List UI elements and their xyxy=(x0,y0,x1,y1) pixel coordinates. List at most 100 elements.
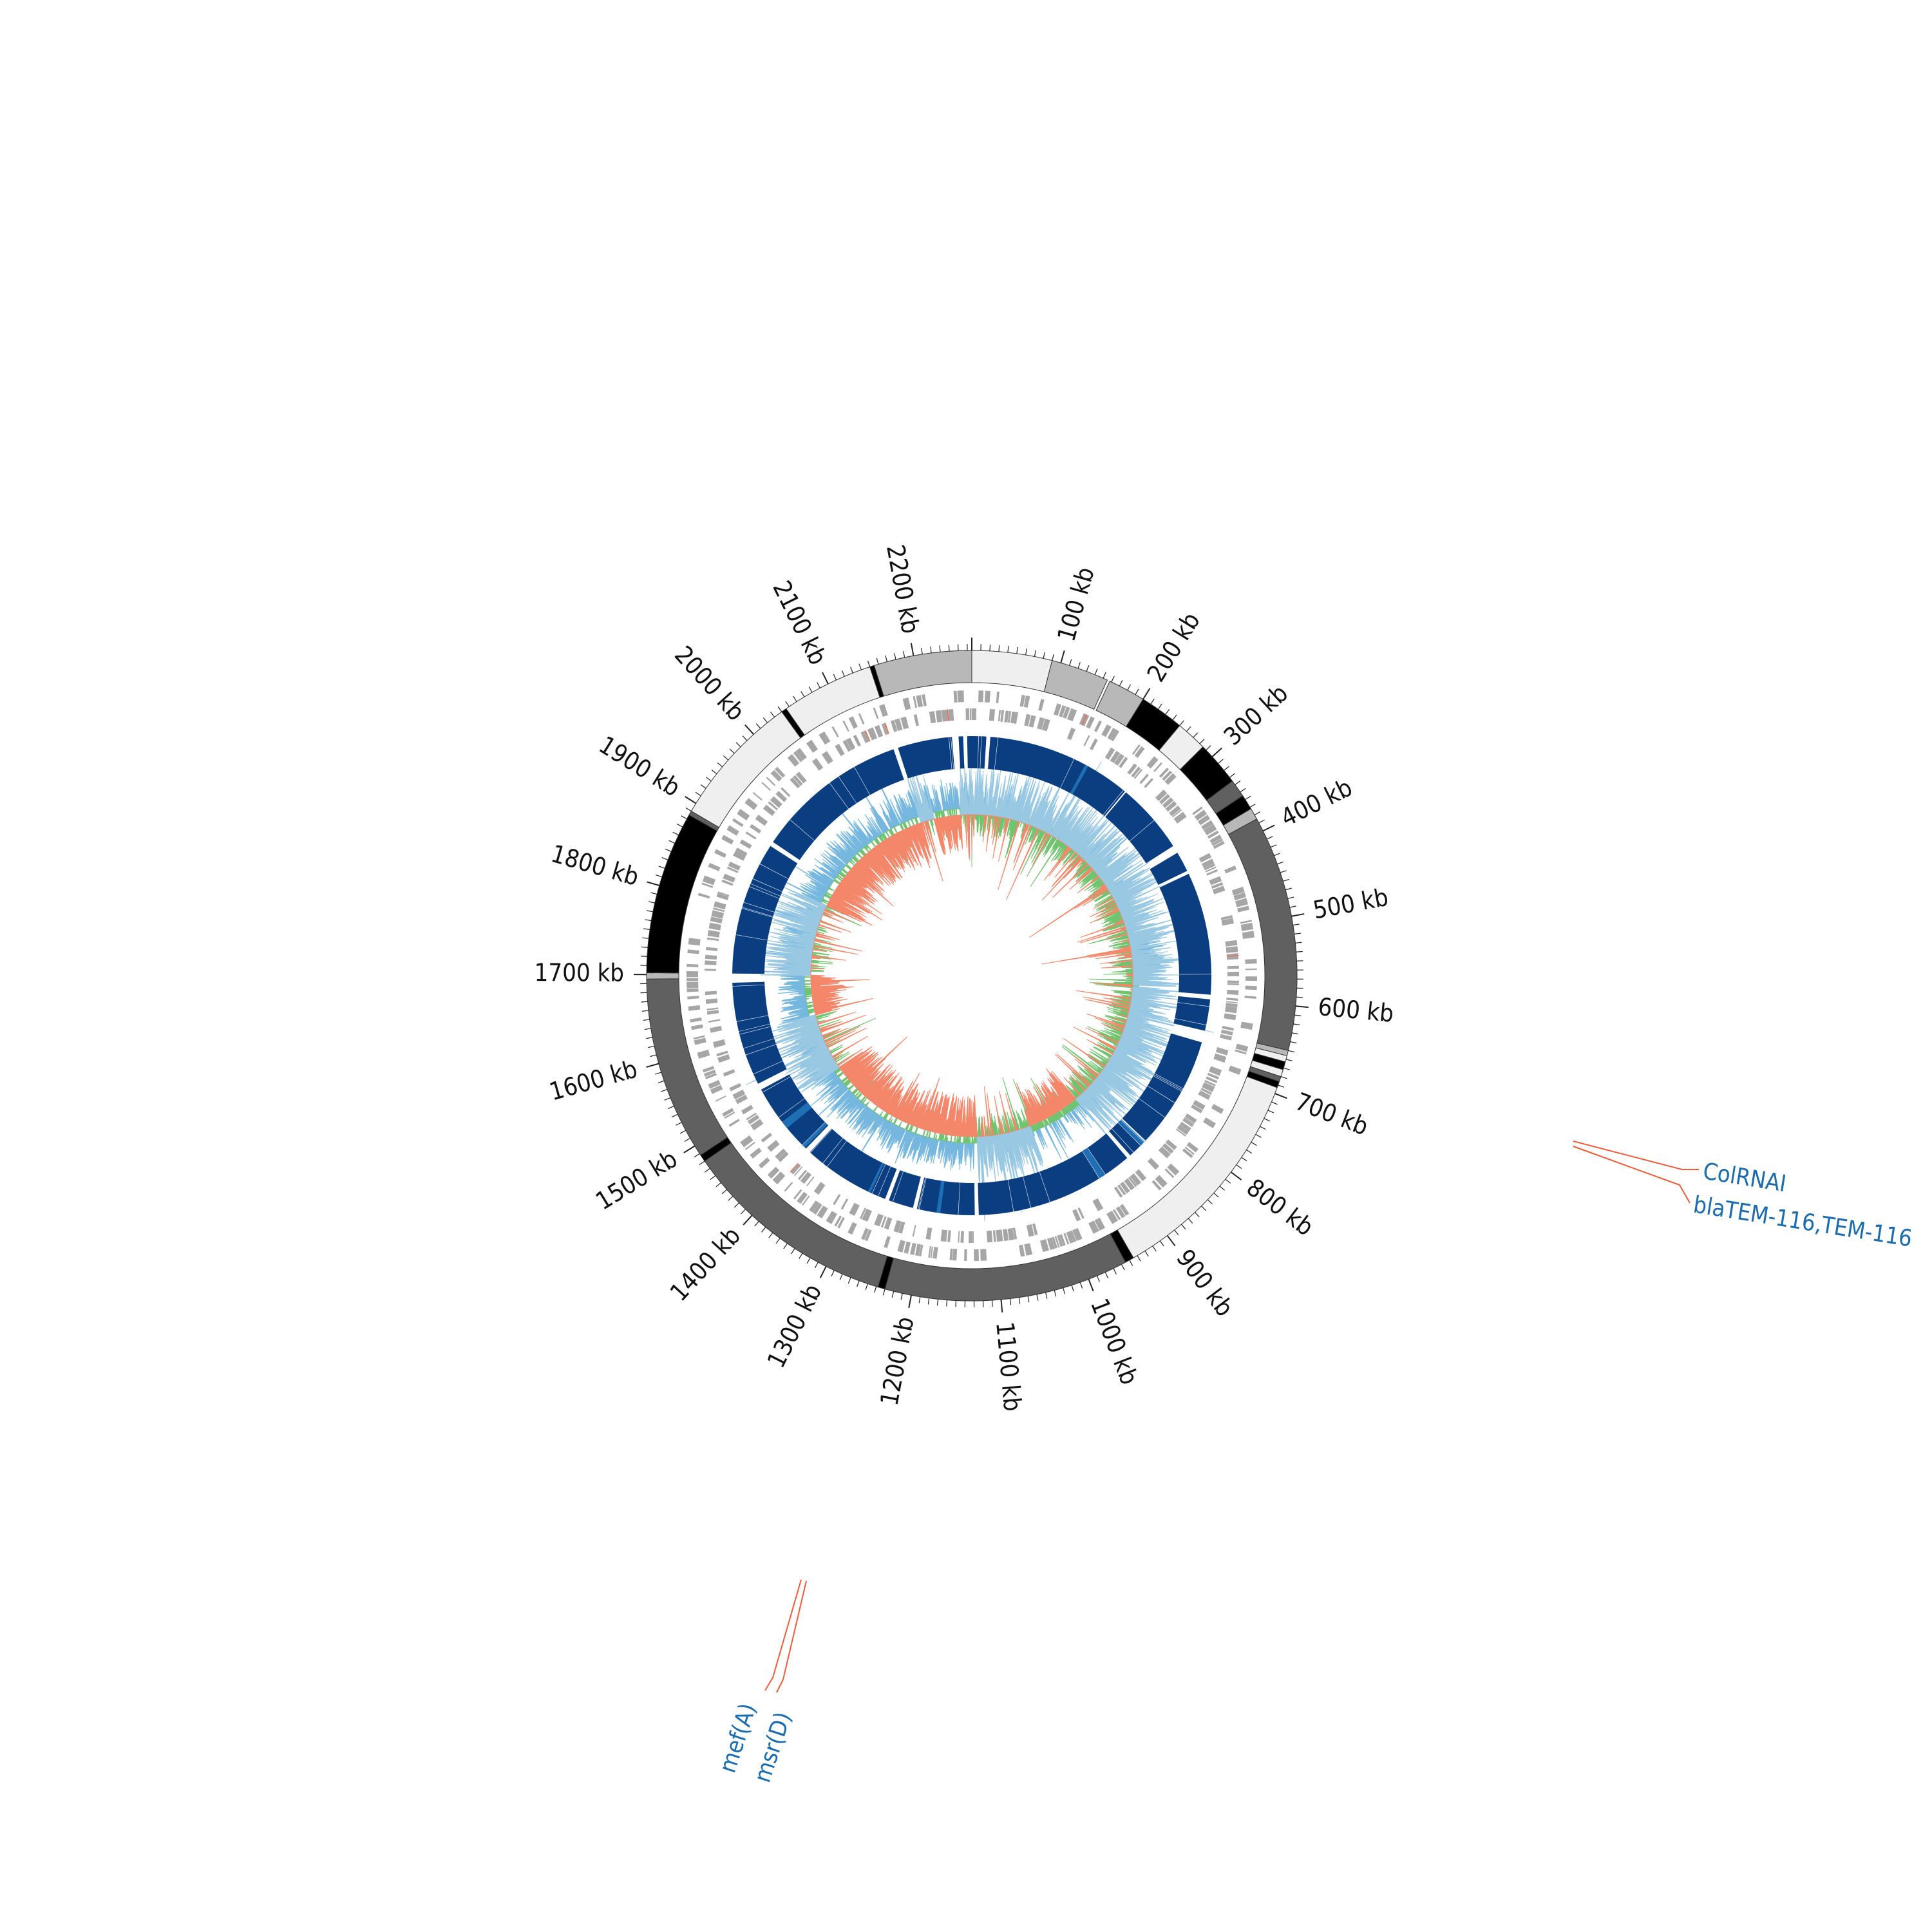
minor-tick xyxy=(640,992,647,994)
cds-feature xyxy=(687,978,699,981)
cds-feature xyxy=(1107,728,1117,741)
cds-feature xyxy=(793,1189,802,1200)
minor-tick xyxy=(1283,1067,1290,1070)
minor-tick xyxy=(715,1182,721,1188)
minor-tick xyxy=(1179,720,1184,726)
major-tick xyxy=(1262,824,1275,832)
contig-segment xyxy=(786,666,880,736)
blast-hit-break xyxy=(753,1061,783,1075)
cds-feature xyxy=(1159,793,1170,804)
blast-hit-break xyxy=(1039,1171,1050,1202)
blast-hit-break xyxy=(948,737,952,770)
minor-tick xyxy=(755,723,761,729)
cds-feature xyxy=(726,825,739,836)
minor-tick xyxy=(1181,1224,1186,1230)
cds-feature xyxy=(821,751,833,764)
blast-hit-break xyxy=(745,1044,777,1056)
minor-tick xyxy=(799,1253,803,1259)
cds-feature xyxy=(940,1229,948,1242)
blast-hit-break xyxy=(1121,1119,1144,1142)
cds-feature xyxy=(710,1025,723,1033)
blast-hit-break xyxy=(822,1138,844,1164)
cds-feature xyxy=(721,835,734,845)
blast-hit-break xyxy=(958,1182,960,1215)
blast-hit xyxy=(773,749,904,860)
minor-tick xyxy=(695,791,701,797)
minor-tick xyxy=(1296,996,1303,998)
cds-feature xyxy=(1225,1006,1238,1014)
blast-hit xyxy=(1159,873,1211,995)
blast-hit xyxy=(916,1177,975,1215)
minor-tick xyxy=(1240,788,1246,793)
tick-label: 1900 kb xyxy=(594,730,685,802)
cds-feature xyxy=(853,734,861,747)
tick-label: 100 kb xyxy=(1052,564,1100,645)
cds-feature xyxy=(702,875,716,886)
minor-tick xyxy=(770,712,775,717)
minor-tick xyxy=(858,663,862,670)
cds-feature xyxy=(1115,1206,1126,1218)
minor-tick xyxy=(1278,1084,1285,1088)
tick-label: 1600 kb xyxy=(546,1054,640,1106)
minor-tick xyxy=(808,687,813,693)
blast-hit xyxy=(732,981,787,1084)
cds-feature xyxy=(761,782,772,791)
blast-hit-break xyxy=(810,1128,833,1153)
cds-feature xyxy=(1146,756,1159,769)
cds-feature xyxy=(1066,727,1076,741)
blast-hit-partial xyxy=(802,1122,828,1148)
cds-feature xyxy=(1240,922,1254,931)
cds-feature xyxy=(706,1010,719,1015)
blast-hit xyxy=(898,737,955,779)
cds-feature xyxy=(1111,730,1119,742)
minor-tick xyxy=(839,1274,843,1280)
minor-tick xyxy=(927,1298,930,1305)
minor-tick xyxy=(1007,646,1009,653)
major-tick xyxy=(744,724,755,735)
minor-tick xyxy=(641,1010,649,1012)
cds-feature xyxy=(819,731,831,745)
cds-feature xyxy=(705,960,717,965)
tick-label: 1400 kb xyxy=(665,1221,746,1306)
cds-feature xyxy=(848,716,858,729)
minor-tick xyxy=(1295,942,1302,943)
cds-feature xyxy=(705,947,718,951)
tick-label: 900 kb xyxy=(1171,1244,1239,1321)
annotation-mefa-msrd: mef(A) msr(D) xyxy=(715,1579,807,1786)
cds-feature xyxy=(1000,710,1005,722)
cds-feature xyxy=(864,1229,872,1242)
cds-feature xyxy=(862,1208,872,1222)
cds-feature xyxy=(1127,763,1137,775)
cds-feature xyxy=(750,1119,764,1131)
cds-feature xyxy=(1162,797,1174,808)
cds-feature xyxy=(708,1019,721,1023)
minor-tick xyxy=(1157,703,1162,710)
cds-feature xyxy=(1079,713,1086,725)
cds-feature xyxy=(1037,717,1043,730)
cds-feature xyxy=(1057,1235,1063,1247)
cds-feature xyxy=(842,720,849,732)
cds-feature xyxy=(969,708,972,721)
minor-tick xyxy=(665,848,672,852)
minor-tick xyxy=(667,1105,674,1110)
cds-feature xyxy=(706,937,719,942)
blast-hit-break xyxy=(871,1164,886,1194)
cds-feature xyxy=(1224,1013,1236,1021)
minor-tick xyxy=(706,777,712,782)
tick-label: 1700 kb xyxy=(535,958,625,987)
cds-feature xyxy=(895,1220,902,1233)
minor-tick xyxy=(841,670,845,677)
minor-tick xyxy=(1193,732,1198,738)
cds-feature xyxy=(775,766,786,778)
rna-feature xyxy=(1226,954,1238,957)
cds-feature xyxy=(781,787,791,797)
major-tick xyxy=(646,1063,659,1068)
contig-segment xyxy=(1228,818,1298,1051)
cds-feature xyxy=(831,726,839,737)
minor-tick xyxy=(711,770,717,775)
cds-feature xyxy=(802,1195,810,1206)
minor-tick xyxy=(894,653,896,660)
blast-hit-break xyxy=(743,1038,775,1049)
blast-hit-partial xyxy=(1118,1119,1145,1146)
minor-tick xyxy=(648,1045,655,1048)
